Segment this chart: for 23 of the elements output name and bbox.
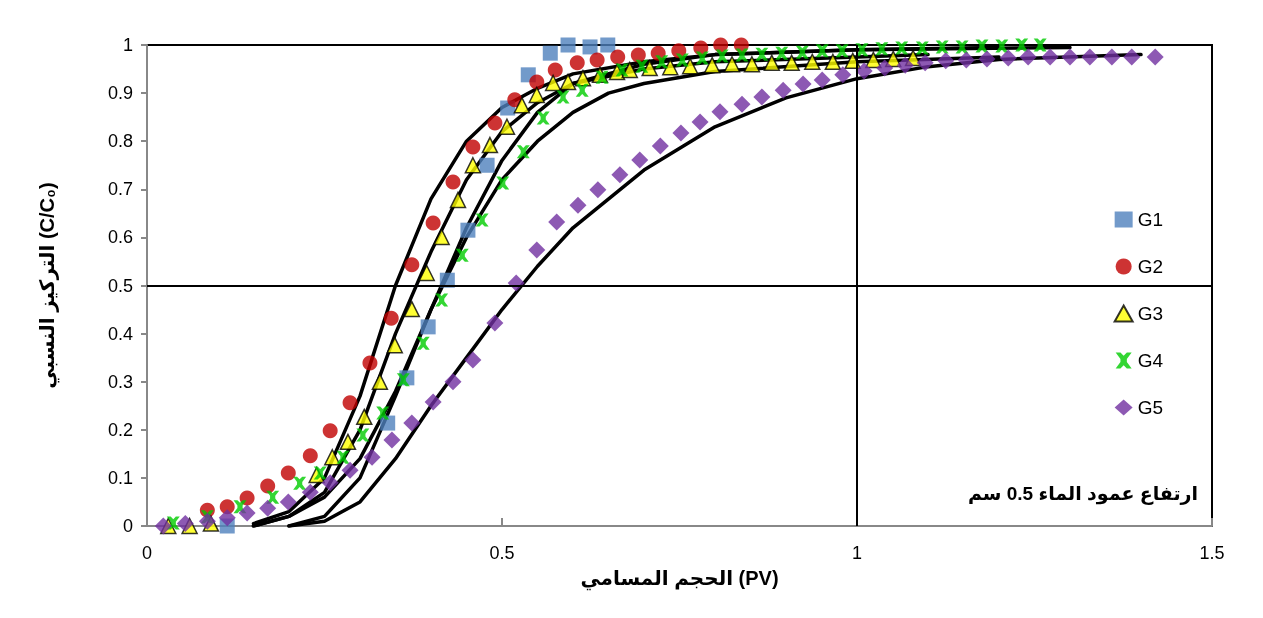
y-tick-label: 0 xyxy=(122,516,133,536)
y-axis-title: التركيز النسبي (C/C₀) xyxy=(36,182,60,389)
x-axis-title: الحجم المسامي (PV) xyxy=(580,567,779,591)
x-tick-label: 0.5 xyxy=(489,543,515,563)
y-tick-label: 0.2 xyxy=(107,419,133,440)
y-tick-label: 0.5 xyxy=(107,275,133,296)
legend-label: G3 xyxy=(1137,303,1164,324)
y-tick-label: 0.7 xyxy=(107,179,133,200)
y-tick-label: 0.8 xyxy=(107,131,133,152)
y-tick-label: 0.1 xyxy=(107,467,133,488)
y-tick-label: 0.9 xyxy=(107,83,133,104)
legend-label: G2 xyxy=(1137,256,1164,277)
y-tick-label: 1 xyxy=(122,35,133,55)
legend-label: G1 xyxy=(1137,209,1164,230)
y-tick-label: 0.6 xyxy=(107,227,133,248)
legend-label: G5 xyxy=(1137,397,1164,418)
x-tick-label: 0 xyxy=(141,543,153,563)
legend-label: G4 xyxy=(1137,350,1164,371)
x-tick-label: 1 xyxy=(851,543,863,563)
y-tick-label: 0.4 xyxy=(107,323,133,344)
annotation: ارتفاع عمود الماء 0.5 سم xyxy=(967,483,1199,505)
x-tick-label: 1.5 xyxy=(1199,543,1225,563)
y-tick-label: 0.3 xyxy=(107,371,133,392)
